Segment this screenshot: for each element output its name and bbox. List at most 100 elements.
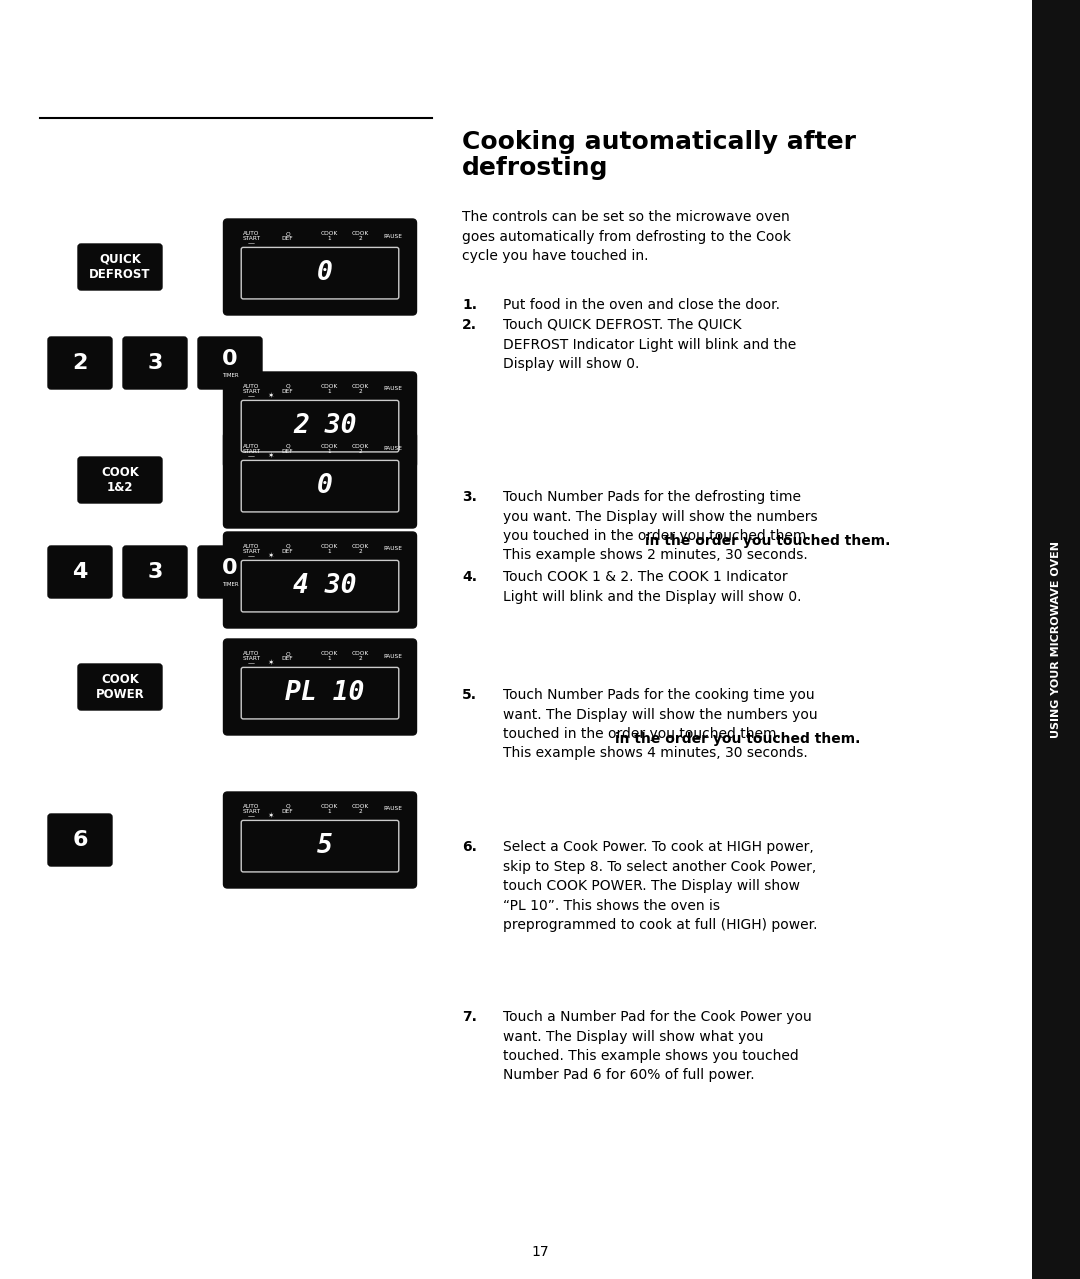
FancyBboxPatch shape [241, 668, 399, 719]
FancyBboxPatch shape [198, 336, 262, 389]
Text: COOK
2: COOK 2 [352, 384, 369, 394]
Text: TIMER: TIMER [221, 373, 239, 379]
Text: PAUSE: PAUSE [383, 386, 403, 391]
Text: Touch a Number Pad for the Cook Power you
want. The Display will show what you
t: Touch a Number Pad for the Cook Power yo… [503, 1010, 812, 1082]
FancyBboxPatch shape [78, 664, 162, 710]
Text: COOK
2: COOK 2 [352, 544, 369, 554]
Text: PAUSE: PAUSE [383, 446, 403, 451]
Text: COOK
1: COOK 1 [321, 231, 338, 240]
Text: COOK
1&2: COOK 1&2 [102, 466, 139, 494]
Text: —: — [247, 660, 254, 666]
Text: 1.: 1. [462, 298, 477, 312]
Text: AUTO
START: AUTO START [243, 651, 260, 661]
Text: AUTO
START: AUTO START [243, 544, 260, 554]
FancyBboxPatch shape [241, 820, 399, 872]
Text: COOK
1: COOK 1 [321, 804, 338, 813]
Text: PAUSE: PAUSE [383, 654, 403, 659]
Text: —: — [247, 813, 254, 820]
Text: COOK
1: COOK 1 [321, 444, 338, 454]
Text: Q
DEF: Q DEF [282, 384, 294, 394]
Text: 4 30: 4 30 [294, 573, 356, 599]
Text: ✶: ✶ [267, 812, 273, 821]
Text: 0: 0 [318, 473, 333, 499]
Text: 4.: 4. [462, 570, 477, 585]
Text: ✶: ✶ [267, 391, 273, 400]
Text: COOK
1: COOK 1 [321, 651, 338, 661]
Text: 2: 2 [72, 353, 87, 373]
Text: Select a Cook Power. To cook at HIGH power,
skip to Step 8. To select another Co: Select a Cook Power. To cook at HIGH pow… [503, 840, 818, 932]
Text: 4: 4 [72, 561, 87, 582]
Text: COOK
1: COOK 1 [321, 384, 338, 394]
Text: The controls can be set so the microwave oven
goes automatically from defrosting: The controls can be set so the microwave… [462, 210, 791, 263]
Text: 3: 3 [147, 353, 163, 373]
Text: 0: 0 [222, 558, 238, 578]
Text: ✶: ✶ [267, 553, 273, 561]
FancyBboxPatch shape [48, 546, 112, 599]
Text: —: — [247, 394, 254, 399]
FancyBboxPatch shape [78, 457, 162, 503]
FancyBboxPatch shape [78, 244, 162, 290]
Text: 0: 0 [222, 349, 238, 370]
Text: Put food in the oven and close the door.: Put food in the oven and close the door. [503, 298, 780, 312]
Text: AUTO
START: AUTO START [243, 444, 260, 454]
Text: 2.: 2. [462, 318, 477, 333]
FancyBboxPatch shape [224, 372, 417, 468]
Text: COOK
2: COOK 2 [352, 444, 369, 454]
Text: Q
DEF: Q DEF [282, 544, 294, 554]
Text: AUTO
START: AUTO START [243, 384, 260, 394]
FancyBboxPatch shape [241, 247, 399, 299]
Text: PAUSE: PAUSE [383, 807, 403, 811]
Text: QUICK
DEFROST: QUICK DEFROST [90, 253, 151, 281]
Text: 6: 6 [72, 830, 87, 851]
Text: 5.: 5. [462, 688, 477, 702]
Text: Q
DEF: Q DEF [282, 231, 294, 240]
Text: Touch COOK 1 & 2. The COOK 1 Indicator
Light will blink and the Display will sho: Touch COOK 1 & 2. The COOK 1 Indicator L… [503, 570, 801, 604]
Text: 6.: 6. [462, 840, 477, 854]
Text: AUTO
START: AUTO START [243, 231, 260, 240]
Bar [1032, 0, 1080, 1279]
Text: COOK
2: COOK 2 [352, 231, 369, 240]
FancyBboxPatch shape [241, 460, 399, 512]
Text: PAUSE: PAUSE [383, 234, 403, 238]
Text: ✶: ✶ [267, 659, 273, 668]
FancyBboxPatch shape [123, 336, 187, 389]
Text: 3.: 3. [462, 490, 477, 504]
FancyBboxPatch shape [224, 792, 417, 888]
FancyBboxPatch shape [224, 532, 417, 628]
Text: defrosting: defrosting [462, 156, 608, 180]
FancyBboxPatch shape [224, 432, 417, 528]
Text: COOK
2: COOK 2 [352, 651, 369, 661]
Text: 3: 3 [147, 561, 163, 582]
Text: —: — [247, 453, 254, 459]
Text: Cooking automatically after: Cooking automatically after [462, 130, 856, 153]
FancyBboxPatch shape [198, 546, 262, 599]
Text: Touch Number Pads for the defrosting time
you want. The Display will show the nu: Touch Number Pads for the defrosting tim… [503, 490, 818, 563]
Text: ✶: ✶ [267, 451, 273, 460]
Text: COOK
POWER: COOK POWER [96, 673, 145, 701]
Text: USING YOUR MICROWAVE OVEN: USING YOUR MICROWAVE OVEN [1051, 541, 1062, 738]
FancyBboxPatch shape [241, 400, 399, 451]
Text: —: — [247, 554, 254, 559]
Text: in the order you touched them.: in the order you touched them. [645, 533, 890, 547]
Text: AUTO
START: AUTO START [243, 804, 260, 813]
Text: —: — [247, 240, 254, 247]
Text: COOK
1: COOK 1 [321, 544, 338, 554]
Text: 5: 5 [318, 833, 333, 859]
Text: Touch QUICK DEFROST. The QUICK
DEFROST Indicator Light will blink and the
Displa: Touch QUICK DEFROST. The QUICK DEFROST I… [503, 318, 796, 371]
Text: COOK
2: COOK 2 [352, 804, 369, 813]
Text: 2 30: 2 30 [294, 413, 356, 439]
FancyBboxPatch shape [48, 336, 112, 389]
FancyBboxPatch shape [123, 546, 187, 599]
Text: 7.: 7. [462, 1010, 477, 1024]
FancyBboxPatch shape [48, 813, 112, 866]
Text: Q
DEF: Q DEF [282, 804, 294, 813]
Text: in the order you touched them.: in the order you touched them. [615, 732, 861, 746]
FancyBboxPatch shape [241, 560, 399, 611]
Text: PL 10: PL 10 [285, 680, 365, 706]
FancyBboxPatch shape [224, 219, 417, 315]
Text: Q
DEF: Q DEF [282, 444, 294, 454]
Text: Q
DEF: Q DEF [282, 651, 294, 661]
FancyBboxPatch shape [224, 640, 417, 735]
Text: PAUSE: PAUSE [383, 546, 403, 551]
Text: Touch Number Pads for the cooking time you
want. The Display will show the numbe: Touch Number Pads for the cooking time y… [503, 688, 818, 761]
